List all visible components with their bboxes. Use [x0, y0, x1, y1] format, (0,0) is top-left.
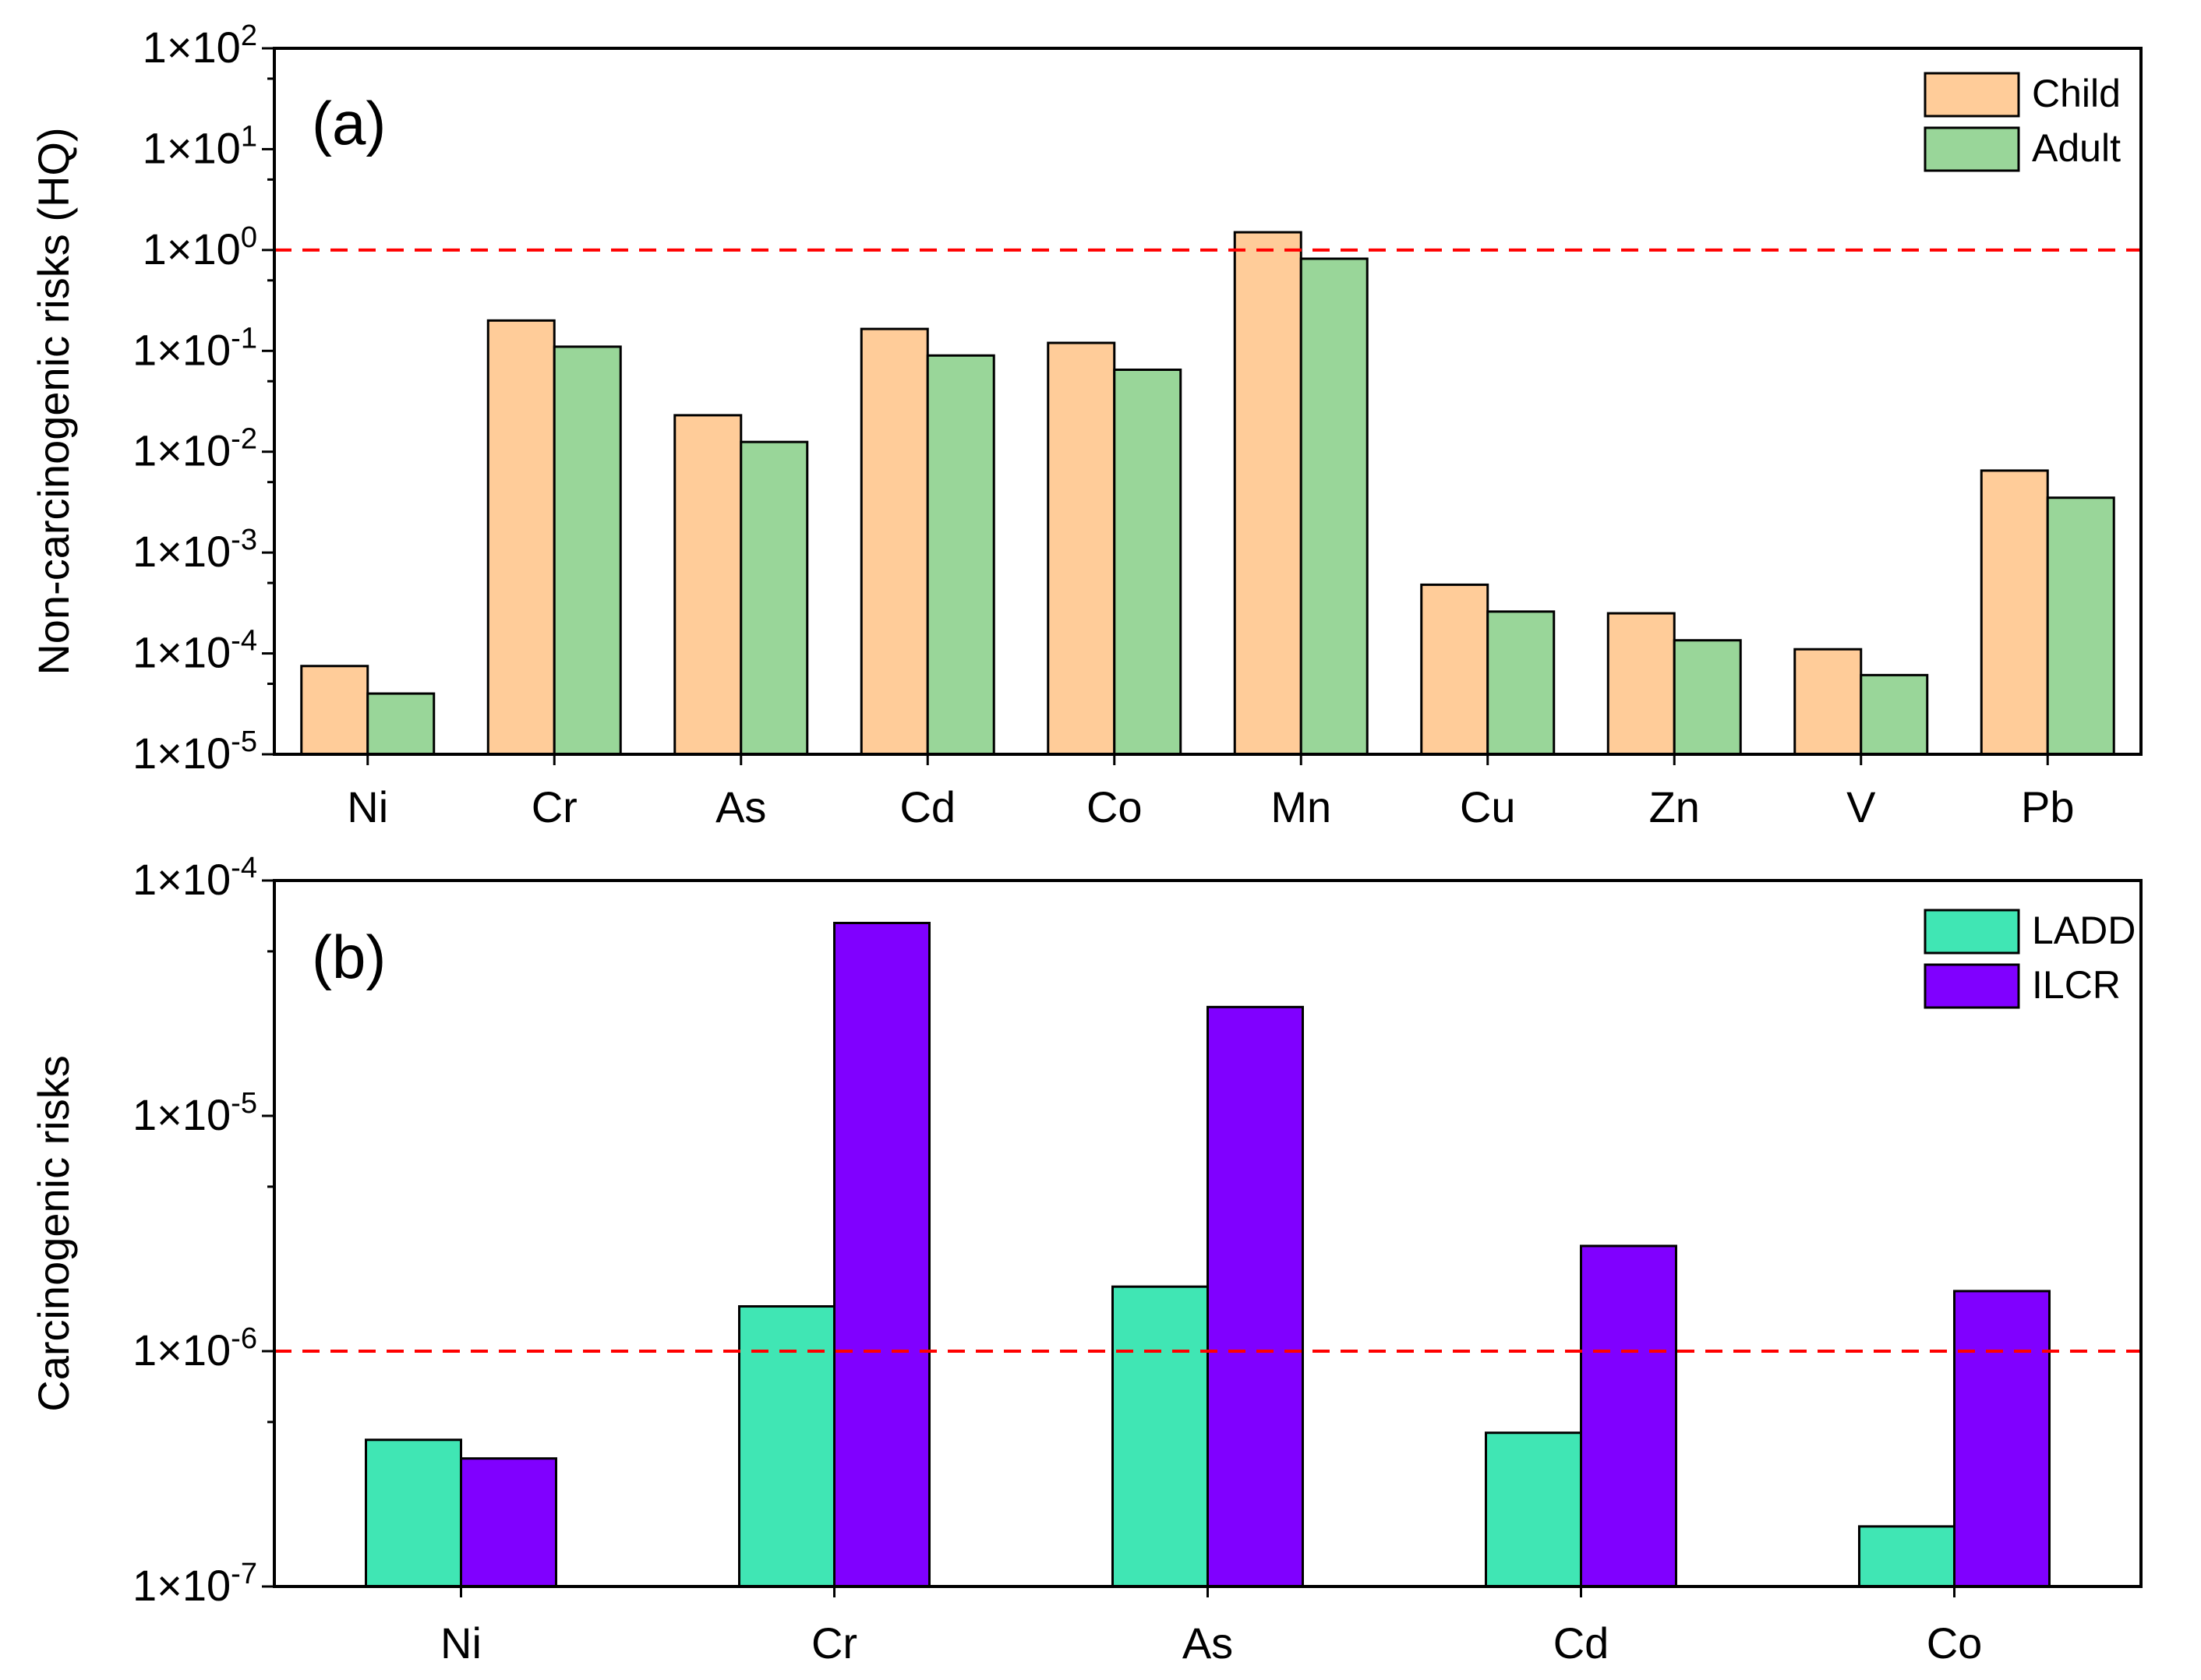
bar-adult-cr: [553, 345, 622, 756]
x-tick-label: Zn: [1649, 782, 1700, 831]
x-tick-label: Cu: [1460, 782, 1516, 831]
bar-adult-co: [1113, 369, 1182, 756]
x-tick-label: As: [1182, 1618, 1233, 1668]
bar-adult-v: [1860, 673, 1929, 756]
bar-child-pb: [1980, 469, 2049, 756]
bar-adult-pb: [2046, 496, 2115, 756]
x-tick-label: Mn: [1270, 782, 1331, 831]
bar-child-as: [673, 414, 743, 756]
bar-adult-ni: [366, 692, 436, 756]
bar-ilcr-cr: [833, 921, 931, 1588]
bar-adult-cu: [1486, 610, 1556, 756]
bar-ilcr-ni: [460, 1457, 557, 1588]
x-tick-label: V: [1846, 782, 1876, 831]
y-tick-label: 1×10-3: [132, 524, 257, 576]
y-tick-label: 1×101: [143, 120, 257, 172]
y-tick-label: 1×10-4: [132, 852, 257, 904]
x-tick-label: Ni: [347, 782, 388, 831]
legend-swatch-child: [1924, 72, 2020, 118]
y-axis-title: Carcinogenic risks: [29, 1055, 78, 1412]
legend-label-adult: Adult: [2032, 126, 2121, 170]
bar-adult-cd: [926, 354, 995, 756]
y-tick-label: 1×102: [143, 19, 257, 72]
x-tick-label: Cd: [1553, 1618, 1609, 1668]
y-tick-label: 1×10-5: [132, 725, 257, 778]
x-tick-label: As: [715, 782, 766, 831]
x-tick-label: Co: [1927, 1618, 1983, 1668]
y-tick-label: 1×10-2: [132, 423, 257, 475]
y-tick-label: 1×10-1: [132, 322, 257, 374]
bar-adult-zn: [1673, 639, 1742, 756]
bar-child-cu: [1420, 583, 1489, 756]
bar-child-cd: [860, 327, 929, 756]
chart-panel-b: Ni Cr As Cd Co 1×10-4 1×10-5 1×10-6 1×10-7 Carcin…: [29, 852, 2143, 1668]
bar-child-zn: [1606, 612, 1676, 756]
y-tick-label: 1×10-6: [132, 1322, 257, 1375]
y-tick-label: 1×10-7: [132, 1558, 257, 1610]
y-tick-label: 1×10-4: [132, 625, 257, 677]
bar-ilcr-co: [1953, 1290, 2051, 1588]
bar-ilcr-cd: [1580, 1244, 1677, 1588]
plot-frame: [273, 47, 2143, 756]
bar-adult-mn: [1299, 257, 1369, 756]
legend-swatch-ilcr: [1924, 963, 2020, 1009]
legend-label-ladd: LADD: [2032, 909, 2136, 952]
bar-ladd-ni: [365, 1438, 462, 1588]
y-tick-label: 1×10-5: [132, 1087, 257, 1139]
x-tick-label: Cr: [811, 1618, 857, 1668]
x-tick-label: Cd: [899, 782, 956, 831]
panel-label: (a): [312, 89, 386, 157]
x-tick-label: Pb: [2021, 782, 2075, 831]
bar-ladd-cr: [738, 1305, 836, 1588]
chart-panel-a: Ni Cr As Cd Co Mn Cu Zn V Pb 1×102 1×101 1×100 1×10-1…: [29, 19, 2143, 831]
bar-child-co: [1047, 341, 1116, 756]
x-tick-label: Ni: [440, 1618, 482, 1668]
bar-child-cr: [486, 319, 556, 756]
panel-label: (b): [312, 923, 386, 991]
bar-ilcr-as: [1206, 1005, 1304, 1588]
plot-frame: [273, 879, 2143, 1588]
bar-adult-as: [740, 440, 809, 756]
bar-child-ni: [300, 665, 369, 756]
x-tick-label: Cr: [532, 782, 578, 831]
bar-ladd-as: [1111, 1285, 1209, 1588]
bar-child-mn: [1233, 231, 1302, 756]
legend-label-child: Child: [2032, 72, 2121, 115]
bar-ladd-co: [1858, 1525, 1955, 1588]
legend: Child Adult: [1924, 72, 2121, 172]
y-tick-label: 1×100: [143, 221, 257, 274]
bar-ladd-cd: [1485, 1431, 1582, 1588]
bar-child-v: [1793, 648, 1863, 756]
y-axis-title: Non-carcinogenic risks (HQ): [29, 127, 78, 675]
x-tick-label: Co: [1086, 782, 1143, 831]
legend-swatch-ladd: [1924, 909, 2020, 955]
legend-swatch-adult: [1924, 126, 2020, 172]
legend-label-ilcr: ILCR: [2032, 963, 2121, 1007]
legend: LADD ILCR: [1924, 909, 2136, 1009]
